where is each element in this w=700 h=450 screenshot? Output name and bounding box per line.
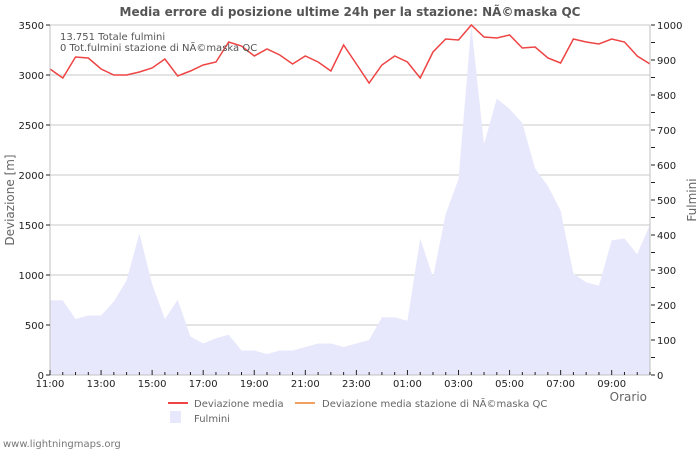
plot-area: 11:00 13:00 15:00 17:00 19:00 21:00 23:00 01:00…	[19, 21, 683, 390]
total-strikes-annotation: 13.751 Totale fulmini	[60, 32, 165, 43]
deviazione-media-line	[49, 23, 651, 85]
y-tick-label: 3000	[19, 71, 44, 82]
legend: Deviazione media Deviazione media stazio…	[168, 397, 547, 425]
x-tick-label: 07:00	[546, 379, 575, 390]
y2-tick-label: 700	[657, 126, 676, 137]
grid-lines	[50, 24, 650, 326]
y2-axis-title: Fulmini	[685, 178, 699, 221]
y2-tick-label: 1000	[657, 21, 682, 32]
y-tick-label: 2000	[19, 171, 44, 182]
y-tick-label: 1500	[19, 221, 44, 232]
y-tick-label: 2500	[19, 121, 44, 132]
y2-tick-label: 400	[657, 231, 676, 242]
y-axis-ticks: 0 500 1000 1500 2000 2500 3000 3500	[19, 21, 50, 382]
y2-tick-label: 600	[657, 161, 676, 172]
legend-label-deviazione-media: Deviazione media	[194, 399, 284, 410]
y-tick-label: 0	[38, 371, 44, 382]
fulmini-area	[50, 25, 650, 375]
y2-tick-label: 200	[657, 301, 676, 312]
legend-label-fulmini: Fulmini	[194, 414, 230, 425]
legend-swatch-fulmini	[170, 411, 181, 423]
legend-label-deviazione-stazione: Deviazione media stazione di NÃ©maska QC	[322, 397, 547, 410]
x-tick-label: 21:00	[291, 379, 320, 390]
y-axis-title: Deviazione [m]	[3, 154, 17, 245]
x-axis-ticks: 11:00 13:00 15:00 17:00 19:00 21:00 23:00 01:00…	[36, 370, 651, 390]
y2-tick-label: 500	[657, 196, 676, 207]
x-tick-label: 01:00	[393, 379, 422, 390]
footer-site: www.lightningmaps.org	[3, 439, 121, 450]
y2-axis-ticks: 0 100 200 300 400 500 600 700 800 900 1000	[651, 21, 682, 382]
x-axis-title: Orario	[610, 390, 647, 404]
x-tick-label: 11:00	[36, 379, 65, 390]
x-tick-label: 05:00	[495, 379, 524, 390]
station-strikes-annotation: 0 Tot.fulmini stazione di NÃ©maska QC	[60, 41, 257, 54]
x-tick-label: 03:00	[444, 379, 473, 390]
y2-tick-label: 300	[657, 266, 676, 277]
x-tick-label: 15:00	[138, 379, 167, 390]
y-tick-label: 500	[25, 321, 44, 332]
y2-tick-label: 800	[657, 91, 676, 102]
y2-tick-label: 0	[657, 371, 663, 382]
x-tick-label: 17:00	[189, 379, 218, 390]
y-tick-label: 3500	[19, 21, 44, 32]
y2-tick-label: 100	[657, 336, 676, 347]
x-tick-label: 13:00	[87, 379, 116, 390]
y-tick-label: 1000	[19, 271, 44, 282]
x-tick-label: 19:00	[240, 379, 269, 390]
y2-tick-label: 900	[657, 56, 676, 67]
x-tick-label: 23:00	[342, 379, 371, 390]
x-tick-label: 09:00	[597, 379, 626, 390]
chart-title: Media errore di posizione ultime 24h per…	[120, 4, 581, 19]
